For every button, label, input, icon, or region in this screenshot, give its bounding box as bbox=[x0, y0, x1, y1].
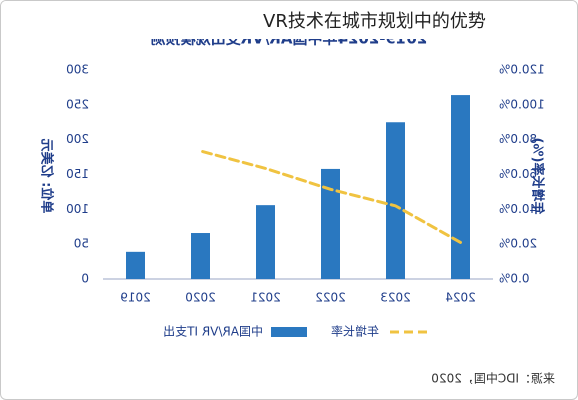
right-tick-0: 0 bbox=[81, 272, 89, 286]
line-group bbox=[199, 149, 462, 244]
bar-2023 bbox=[386, 122, 405, 279]
overlay-caption: VR技术在城市规划中的优势 bbox=[263, 11, 486, 32]
left-ticks-group: 0.0% 20.0% 40.0% 60.0% 80.0% 100.0% 120.0% bbox=[499, 63, 545, 286]
legend-group: 年增长率 中国AR/VR IT支出 bbox=[163, 324, 427, 339]
left-tick-6: 120.0% bbox=[499, 63, 545, 77]
x-tick-2021: 2021 bbox=[250, 291, 281, 305]
bars-group bbox=[126, 95, 470, 279]
left-tick-2: 40.0% bbox=[499, 202, 537, 216]
x-tick-2022: 2022 bbox=[315, 291, 346, 305]
right-axis-title: 单位: 亿美元 bbox=[39, 139, 55, 214]
bar-2020 bbox=[191, 233, 210, 279]
right-tick-6: 300 bbox=[66, 63, 89, 77]
legend-growth-label: 年增长率 bbox=[331, 324, 379, 339]
x-tick-2019: 2019 bbox=[120, 291, 151, 305]
left-tick-0: 0.0% bbox=[499, 272, 530, 286]
right-tick-4: 200 bbox=[66, 132, 89, 146]
legend-bar-label: 中国AR/VR IT支出 bbox=[163, 324, 263, 339]
right-tick-2: 100 bbox=[66, 202, 89, 216]
x-tick-2023: 2023 bbox=[380, 291, 411, 305]
x-tick-2024: 2024 bbox=[445, 291, 476, 305]
left-tick-3: 60.0% bbox=[499, 167, 537, 181]
source-group: 来源：IDC中国，2020 bbox=[431, 371, 555, 386]
legend-bar-swatch bbox=[271, 327, 307, 337]
bar-2019 bbox=[126, 251, 145, 279]
growth-rate-line bbox=[199, 149, 462, 244]
left-tick-4: 80.0% bbox=[499, 132, 537, 146]
left-axis-title: 年增长率(%) bbox=[530, 138, 546, 215]
axis-titles-group: 年增长率(%) 单位: 亿美元 bbox=[39, 138, 546, 215]
right-tick-1: 50 bbox=[74, 237, 89, 251]
left-tick-5: 100.0% bbox=[499, 97, 545, 111]
bar-2021 bbox=[256, 205, 275, 279]
x-tick-2020: 2020 bbox=[185, 291, 216, 305]
caption-bar: VR技术在城市规划中的优势 bbox=[1, 1, 577, 39]
source-note: 来源：IDC中国，2020 bbox=[431, 371, 555, 386]
bar-2022 bbox=[321, 168, 340, 279]
right-tick-3: 150 bbox=[66, 167, 89, 181]
right-ticks-group: 0 50 100 150 200 250 300 bbox=[66, 63, 89, 286]
right-tick-5: 250 bbox=[66, 97, 89, 111]
x-ticks-group: 2024 2023 2022 2021 2020 2019 bbox=[120, 291, 476, 305]
left-tick-1: 20.0% bbox=[499, 237, 537, 251]
bar-2024 bbox=[451, 95, 470, 279]
